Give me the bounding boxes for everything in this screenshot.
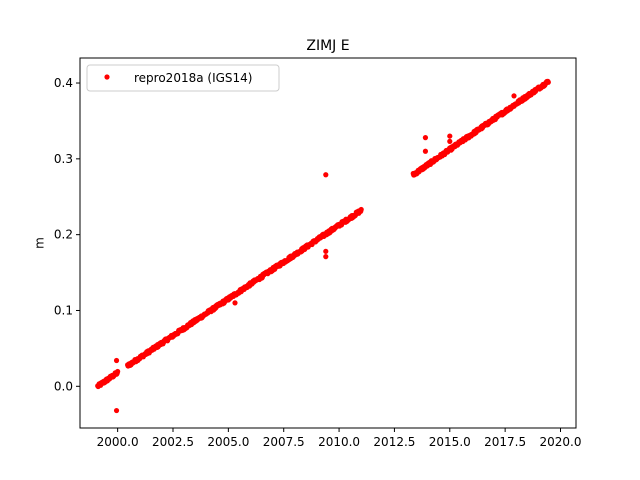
y-axis-label: m: [33, 237, 47, 249]
y-axis: 0.0 0.1 0.2 0.3 0.4: [54, 76, 80, 393]
data-point: [422, 135, 429, 141]
y-tick-label: 0.4: [54, 76, 73, 90]
chart-title: ZIMJ E: [306, 38, 349, 54]
plot-frame: [79, 57, 577, 429]
legend-box: [86, 64, 280, 92]
x-tick-label: 2012.5: [373, 435, 415, 449]
data-point: [323, 172, 329, 178]
data-point: [358, 206, 364, 213]
x-tick-label: 2005.0: [207, 435, 249, 449]
legend-marker: [104, 74, 110, 80]
x-tick-label: 2017.5: [484, 435, 526, 449]
x-tick-label: 2020.0: [540, 435, 582, 449]
data-point: [545, 79, 551, 85]
data-point: [113, 357, 120, 364]
y-tick-label: 0.1: [54, 303, 73, 317]
x-tick-label: 2010.0: [318, 435, 360, 449]
data-point: [232, 300, 238, 306]
legend-label: repro2018a (IGS14): [134, 71, 252, 85]
data-point: [511, 93, 517, 99]
data-point: [447, 133, 453, 139]
x-tick-label: 2002.5: [152, 435, 194, 449]
x-axis: 2000.0 2002.5 2005.0 2007.5 2010.0 2012.5 2015…: [97, 428, 582, 449]
y-tick-label: 0.0: [54, 379, 73, 393]
data-point: [323, 248, 329, 254]
data-point: [447, 138, 453, 144]
data-point: [115, 368, 121, 375]
data-points: [95, 78, 551, 414]
x-tick-label: 2007.5: [263, 435, 305, 449]
y-tick-label: 0.3: [54, 152, 73, 166]
x-tick-label: 2015.0: [429, 435, 471, 449]
data-point: [422, 148, 429, 154]
y-tick-label: 0.2: [54, 228, 73, 242]
data-point: [113, 407, 120, 414]
x-tick-label: 2000.0: [97, 435, 139, 449]
legend: repro2018a (IGS14): [86, 64, 280, 92]
data-point: [323, 254, 329, 260]
